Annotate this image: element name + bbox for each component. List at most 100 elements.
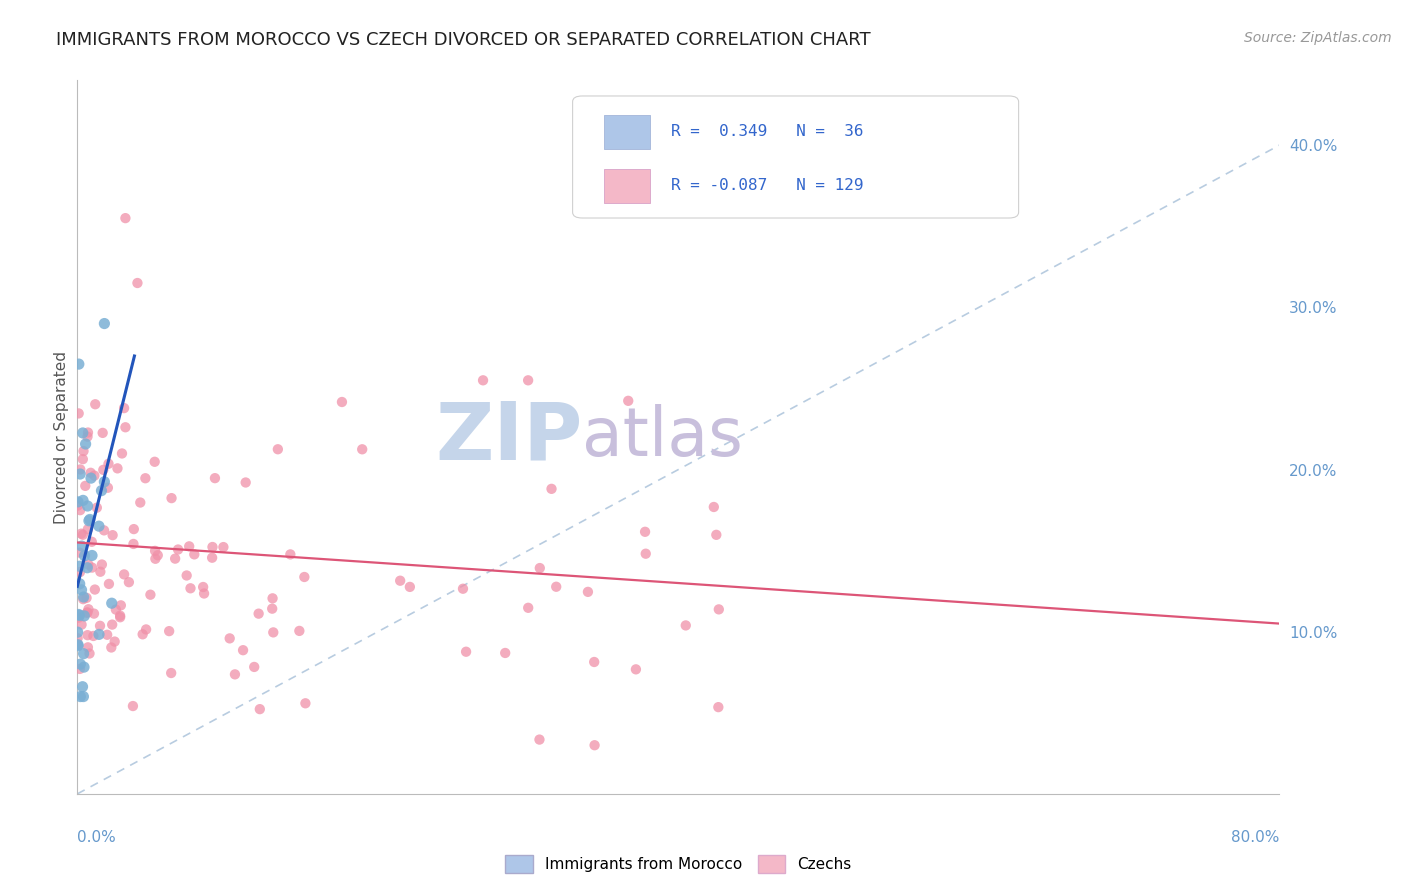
Text: atlas: atlas bbox=[582, 404, 744, 470]
Point bbox=[77, 514, 100, 528]
Point bbox=[546, 580, 568, 594]
Point bbox=[69, 462, 91, 476]
Point bbox=[67, 406, 90, 420]
Point bbox=[292, 570, 315, 584]
Point bbox=[69, 690, 91, 704]
Point bbox=[262, 625, 284, 640]
Point bbox=[101, 617, 124, 632]
Point bbox=[167, 542, 190, 557]
Point bbox=[129, 495, 152, 509]
Point bbox=[69, 565, 91, 579]
Point bbox=[160, 491, 183, 505]
Point bbox=[72, 452, 94, 467]
Point bbox=[72, 528, 94, 542]
Point bbox=[72, 647, 94, 661]
Point bbox=[352, 442, 374, 457]
Point bbox=[165, 551, 187, 566]
Point bbox=[243, 660, 266, 674]
Point bbox=[517, 600, 540, 615]
Point bbox=[72, 690, 94, 704]
Point bbox=[294, 696, 316, 710]
Point bbox=[143, 544, 166, 558]
Point bbox=[193, 586, 215, 600]
Point bbox=[267, 442, 290, 457]
Point bbox=[70, 539, 93, 553]
Point bbox=[176, 568, 198, 582]
Point bbox=[97, 457, 120, 471]
Point bbox=[72, 592, 94, 607]
Point bbox=[91, 463, 114, 477]
Legend: Immigrants from Morocco, Czechs: Immigrants from Morocco, Czechs bbox=[499, 849, 858, 879]
Point bbox=[69, 657, 91, 672]
Point bbox=[634, 524, 657, 539]
Text: R =  0.349   N =  36: R = 0.349 N = 36 bbox=[671, 124, 863, 139]
Point bbox=[66, 499, 89, 513]
Point bbox=[262, 601, 284, 615]
Point bbox=[108, 610, 131, 624]
Point bbox=[201, 540, 224, 554]
Point bbox=[67, 638, 90, 652]
Point bbox=[77, 602, 100, 616]
Point bbox=[118, 575, 141, 590]
Point bbox=[494, 646, 516, 660]
Point bbox=[139, 588, 162, 602]
Point bbox=[72, 493, 94, 508]
Point bbox=[201, 550, 224, 565]
Point bbox=[280, 548, 302, 562]
Text: 80.0%: 80.0% bbox=[1232, 830, 1279, 845]
Text: IMMIGRANTS FROM MOROCCO VS CZECH DIVORCED OR SEPARATED CORRELATION CHART: IMMIGRANTS FROM MOROCCO VS CZECH DIVORCE… bbox=[56, 31, 870, 49]
Point bbox=[70, 617, 93, 632]
Point bbox=[66, 495, 89, 509]
FancyBboxPatch shape bbox=[572, 96, 1018, 218]
Point bbox=[122, 537, 145, 551]
FancyBboxPatch shape bbox=[603, 169, 650, 203]
Point bbox=[454, 645, 477, 659]
Point bbox=[80, 560, 103, 574]
Point bbox=[67, 607, 90, 622]
Point bbox=[91, 425, 114, 440]
Point bbox=[145, 551, 167, 566]
Point bbox=[67, 610, 90, 624]
Point bbox=[100, 596, 122, 610]
Point bbox=[76, 606, 98, 620]
Point bbox=[89, 565, 111, 579]
Point bbox=[472, 373, 495, 387]
Point bbox=[108, 608, 131, 623]
Point bbox=[160, 666, 183, 681]
Point bbox=[576, 585, 599, 599]
FancyBboxPatch shape bbox=[603, 114, 650, 149]
Point bbox=[114, 420, 136, 434]
Point bbox=[247, 607, 270, 621]
Point bbox=[104, 634, 127, 648]
Point bbox=[107, 461, 129, 475]
Point bbox=[80, 549, 103, 563]
Point bbox=[127, 276, 149, 290]
Point bbox=[90, 483, 112, 498]
Point bbox=[76, 430, 98, 444]
Point bbox=[72, 425, 94, 440]
Point bbox=[69, 467, 91, 481]
Text: ZIP: ZIP bbox=[434, 398, 582, 476]
Point bbox=[76, 606, 98, 620]
Point bbox=[288, 624, 311, 638]
Point bbox=[76, 560, 98, 574]
Point bbox=[517, 373, 540, 387]
Point bbox=[135, 623, 157, 637]
Point bbox=[83, 607, 105, 621]
Point bbox=[82, 629, 104, 643]
Point bbox=[101, 528, 124, 542]
Point bbox=[93, 524, 115, 538]
Point bbox=[110, 599, 132, 613]
Point bbox=[122, 522, 145, 536]
Point bbox=[399, 580, 422, 594]
Point bbox=[112, 567, 135, 582]
Point bbox=[84, 397, 107, 411]
Point bbox=[89, 619, 111, 633]
Point bbox=[83, 468, 105, 483]
Point bbox=[79, 512, 101, 526]
Point bbox=[80, 471, 103, 485]
Point bbox=[86, 500, 108, 515]
Point bbox=[66, 625, 89, 640]
Point bbox=[114, 211, 136, 226]
Point bbox=[90, 558, 112, 572]
